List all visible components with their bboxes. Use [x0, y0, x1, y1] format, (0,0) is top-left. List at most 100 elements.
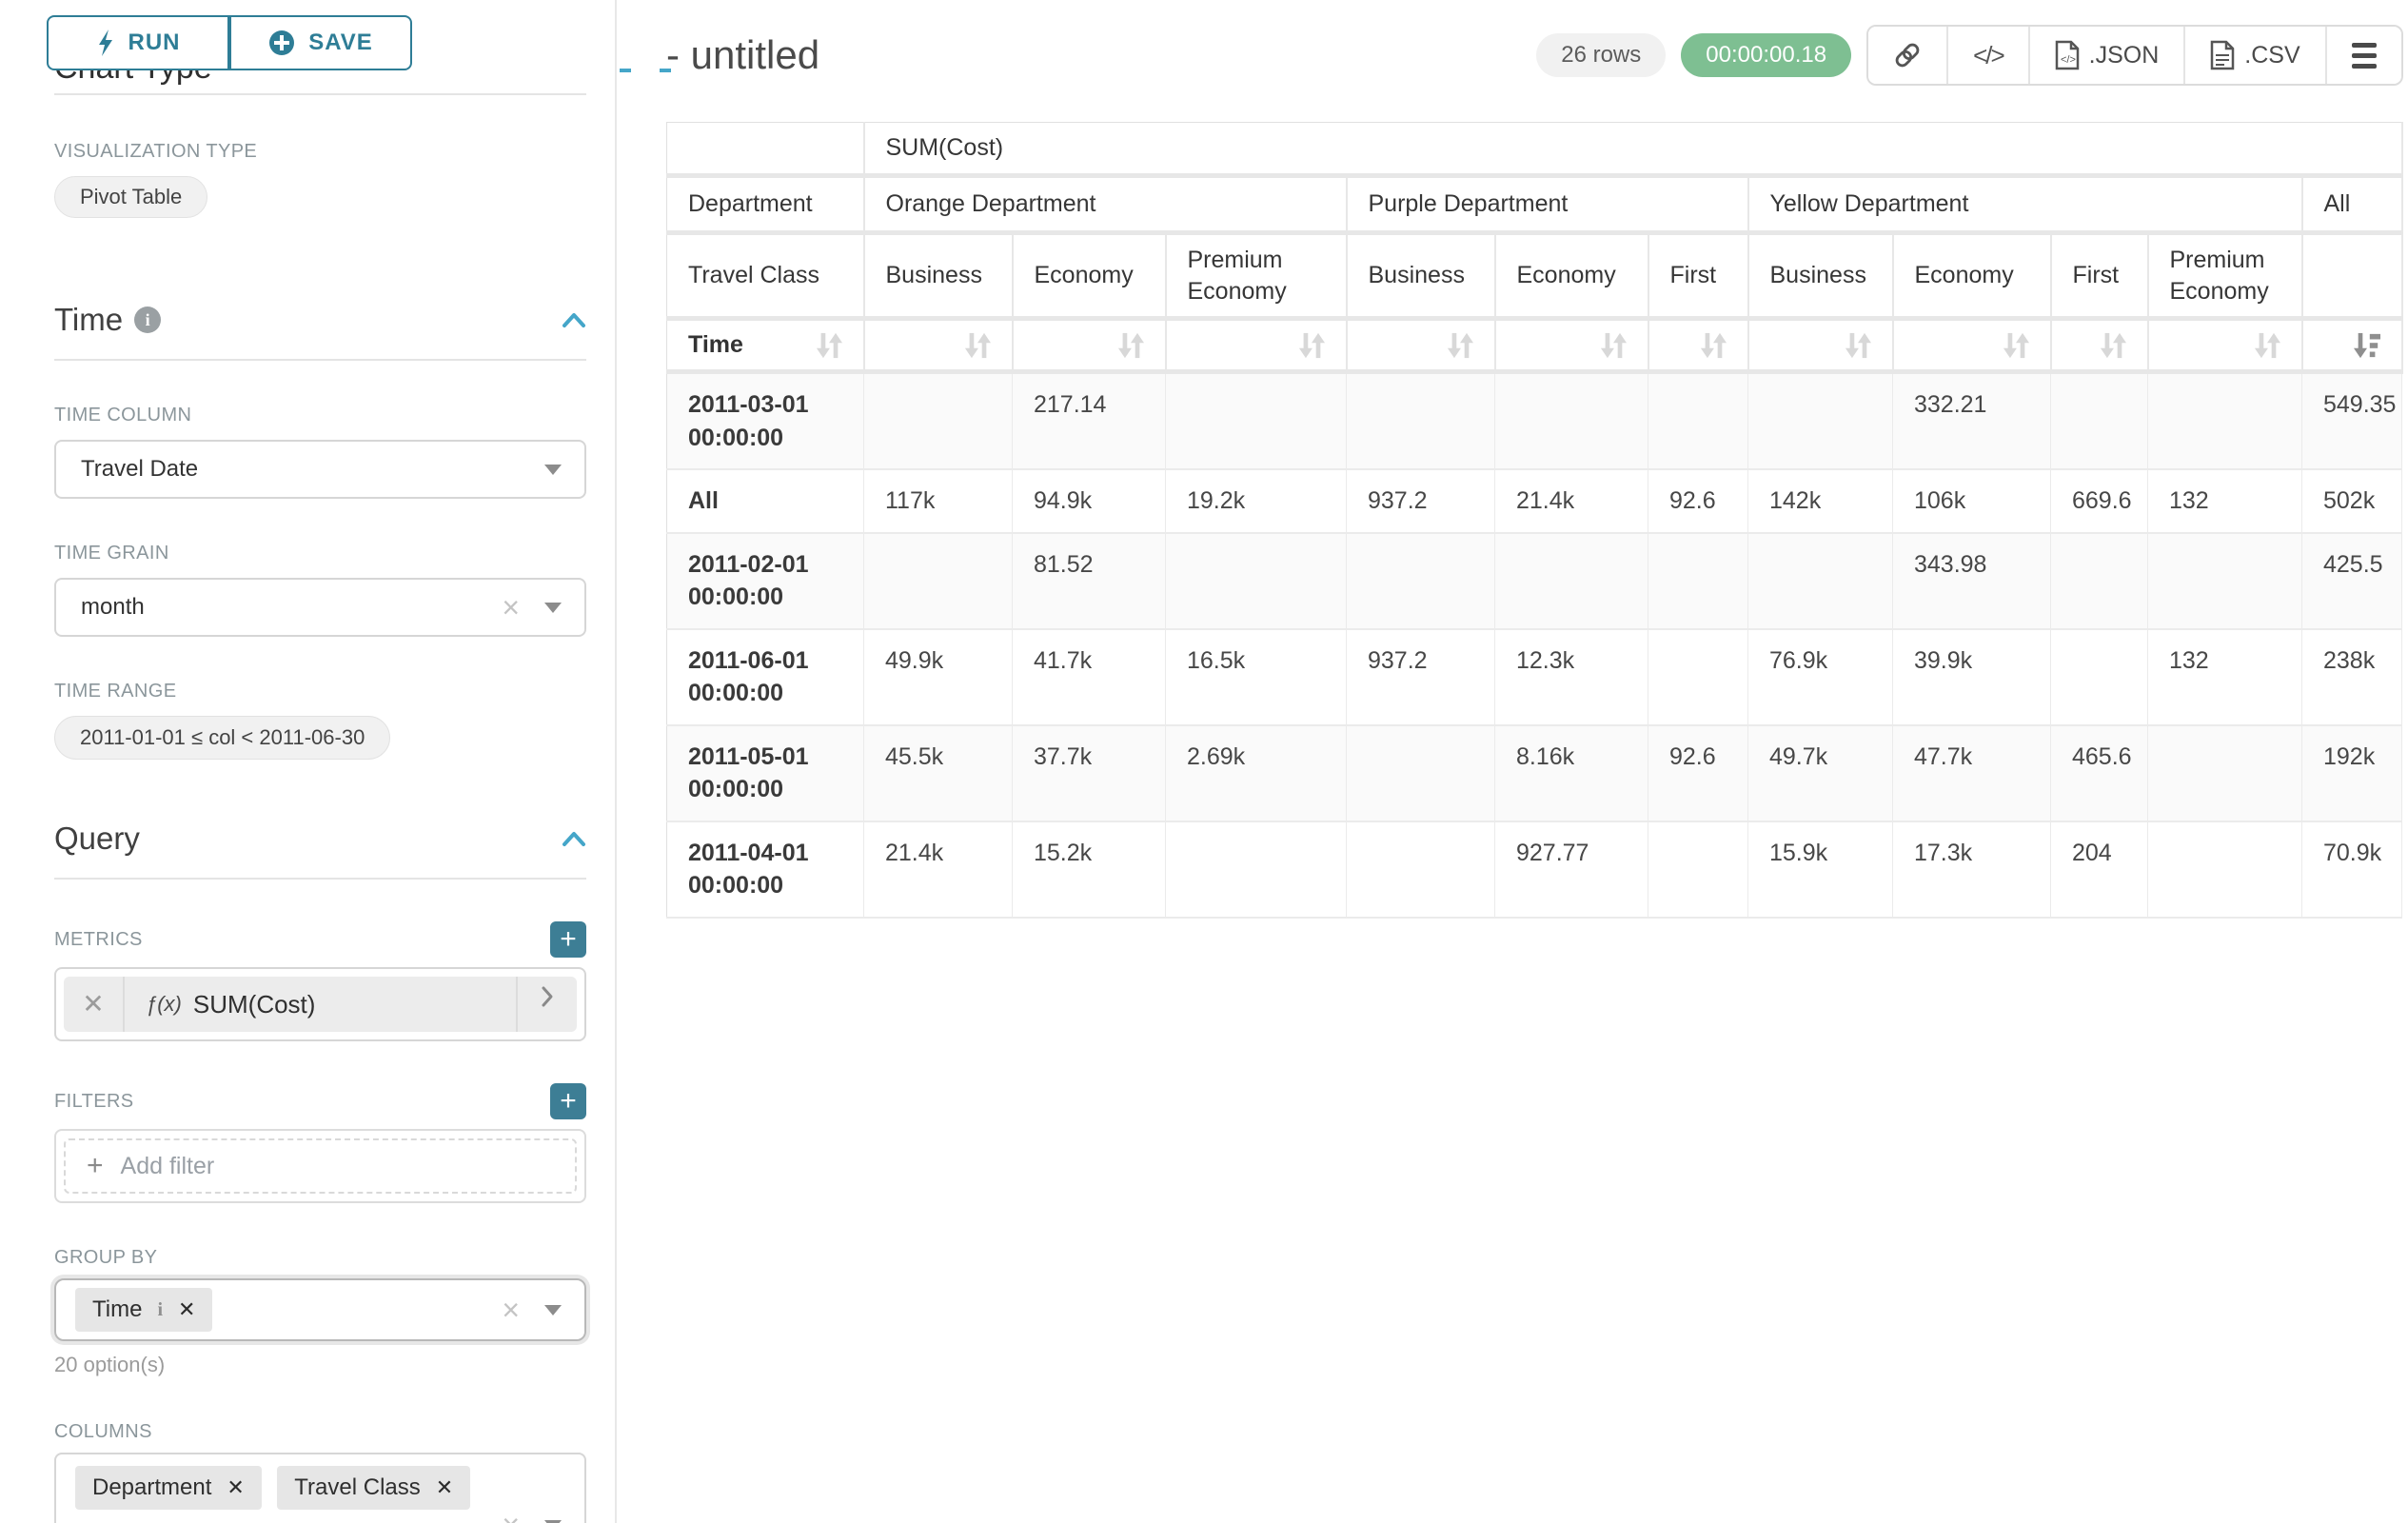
column-sort-header: [2051, 319, 2148, 372]
table-cell: 17.3k: [1893, 821, 2051, 918]
group-by-chip-time[interactable]: Time i ✕: [75, 1288, 212, 1332]
clear-icon[interactable]: ×: [502, 1510, 520, 1523]
metric-chip[interactable]: ✕ ƒ(x) SUM(Cost): [64, 977, 577, 1032]
table-cell: 238k: [2302, 629, 2402, 725]
table-cell: 41.7k: [1013, 629, 1166, 725]
add-metric-button[interactable]: +: [550, 921, 586, 958]
column-sort-header: [1648, 319, 1748, 372]
group-by-select[interactable]: Time i ✕ ×: [54, 1278, 586, 1341]
column-sort-header: [864, 319, 1013, 372]
sort-icon[interactable]: [1845, 331, 1871, 360]
sort-icon[interactable]: [2003, 331, 2029, 360]
column-sort-header: [1893, 319, 2051, 372]
sort-icon[interactable]: [2100, 331, 2126, 360]
table-cell: [2148, 372, 2302, 470]
sort-icon[interactable]: [1700, 331, 1727, 360]
table-cell: [1347, 533, 1495, 629]
export-json-button[interactable]: </> .JSON: [2028, 27, 2184, 84]
sort-icon[interactable]: [1117, 331, 1144, 360]
time-grain-label: TIME GRAIN: [54, 543, 586, 564]
chevron-down-icon[interactable]: [544, 465, 562, 475]
table-cell: [2148, 725, 2302, 821]
remove-chip-icon[interactable]: ✕: [227, 1475, 244, 1500]
columns-chip-travel-class[interactable]: Travel Class ✕: [277, 1466, 470, 1510]
save-button[interactable]: SAVE: [229, 15, 412, 70]
chevron-down-icon[interactable]: [544, 603, 562, 613]
columns-chip-department[interactable]: Department ✕: [75, 1466, 262, 1510]
table-cell: [1648, 629, 1748, 725]
info-icon: i: [134, 307, 161, 333]
table-cell: [1347, 372, 1495, 470]
run-button[interactable]: RUN: [47, 15, 229, 70]
chevron-right-icon[interactable]: [516, 977, 577, 1032]
table-cell: 937.2: [1347, 629, 1495, 725]
scrolled-icon-fragment: [660, 69, 671, 72]
plus-icon: +: [87, 1150, 104, 1182]
sort-icon[interactable]: [2254, 331, 2280, 360]
visualization-type-value[interactable]: Pivot Table: [54, 176, 207, 218]
table-cell: 549.35: [2302, 372, 2402, 470]
sort-icon[interactable]: [1298, 331, 1325, 360]
chevron-up-icon[interactable]: [562, 830, 586, 847]
table-cell: 132: [2148, 469, 2302, 533]
time-range-value[interactable]: 2011-01-01 ≤ col < 2011-06-30: [54, 716, 390, 760]
table-cell: 21.4k: [864, 821, 1013, 918]
table-cell: 49.9k: [864, 629, 1013, 725]
csv-file-icon: [2210, 40, 2235, 70]
time-grain-select[interactable]: month ×: [54, 578, 586, 637]
export-csv-label: .CSV: [2244, 42, 2299, 69]
add-filter-button[interactable]: + Add filter: [64, 1138, 577, 1194]
clear-icon[interactable]: ×: [502, 592, 520, 623]
share-link-button[interactable]: [1868, 27, 1946, 84]
table-row: 2011-06-01 00:00:0049.9k41.7k16.5k937.21…: [667, 629, 2402, 725]
table-cell: 70.9k: [2302, 821, 2402, 918]
table-cell: [1495, 372, 1648, 470]
chip-label: Time: [92, 1296, 142, 1323]
metrics-label: METRICS: [54, 929, 143, 951]
table-cell: 21.4k: [1495, 469, 1648, 533]
table-cell: 92.6: [1648, 469, 1748, 533]
columns-select[interactable]: Department ✕ Travel Class ✕ ×: [54, 1453, 586, 1523]
table-cell: 2.69k: [1166, 725, 1347, 821]
remove-chip-icon[interactable]: ✕: [178, 1297, 195, 1322]
sort-icon[interactable]: [1600, 331, 1627, 360]
chevron-up-icon[interactable]: [562, 311, 586, 328]
chevron-down-icon[interactable]: [544, 1520, 562, 1523]
menu-button[interactable]: [2325, 27, 2401, 84]
time-grain-value: month: [81, 594, 145, 621]
explore-view: Chart Type RUN SAVE VISUALIZATION TYPE P…: [0, 0, 2408, 1523]
export-csv-button[interactable]: .CSV: [2183, 27, 2324, 84]
remove-chip-icon[interactable]: ✕: [436, 1475, 453, 1500]
group-by-label: GROUP BY: [54, 1247, 586, 1269]
sort-descending-icon[interactable]: [2354, 331, 2380, 360]
clear-icon[interactable]: ×: [502, 1295, 520, 1325]
table-cell: 106k: [1893, 469, 2051, 533]
table-cell: 15.2k: [1013, 821, 1166, 918]
sort-icon[interactable]: [816, 331, 842, 360]
query-section-header: Query: [54, 821, 586, 857]
table-cell: [1166, 821, 1347, 918]
table-cell: 343.98: [1893, 533, 2051, 629]
time-column-select[interactable]: Travel Date: [54, 440, 586, 499]
sort-icon[interactable]: [964, 331, 991, 360]
row-label: 2011-03-01 00:00:00: [667, 372, 864, 470]
visualization-type-label: VISUALIZATION TYPE: [54, 141, 586, 163]
table-cell: 502k: [2302, 469, 2402, 533]
sort-icon[interactable]: [1447, 331, 1473, 360]
run-button-label: RUN: [128, 30, 181, 56]
export-json-label: .JSON: [2089, 42, 2160, 69]
scrolled-icon-fragment: [620, 69, 631, 72]
section-divider: [54, 359, 586, 361]
save-button-label: SAVE: [308, 30, 373, 56]
time-range-label: TIME RANGE: [54, 681, 586, 702]
query-section-title: Query: [54, 821, 140, 857]
column-sort-header: [2302, 319, 2402, 372]
view-query-button[interactable]: </>: [1946, 27, 2028, 84]
code-icon: </>: [1973, 41, 2003, 70]
table-cell: [864, 533, 1013, 629]
table-cell: [2051, 533, 2148, 629]
chevron-down-icon[interactable]: [544, 1305, 562, 1315]
remove-metric-icon[interactable]: ✕: [64, 977, 125, 1032]
filters-container: + Add filter: [54, 1129, 586, 1203]
add-filter-plus-button[interactable]: +: [550, 1083, 586, 1119]
